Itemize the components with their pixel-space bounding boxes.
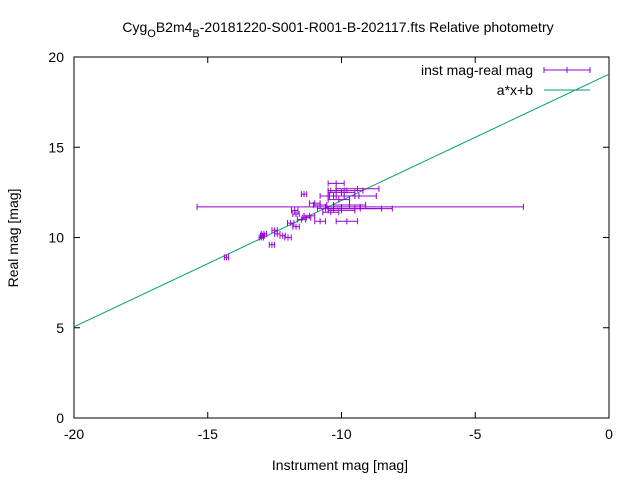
y-tick-label: 0 [56,410,64,426]
data-point [259,232,266,239]
data-point [290,207,299,214]
legend: inst mag-real mag a*x+b [421,62,591,98]
title-prefix: Cyg [122,19,147,35]
data-point [292,211,300,218]
data-point [268,241,276,248]
chart-title: CygOB2m4B-20181220-S001-R001-B-202117.ft… [122,19,553,40]
x-axis-label: Instrument mag [mag] [272,457,408,473]
data-point [314,218,326,225]
title-suffix: -20181220-S001-R001-B-202117.fts Relativ… [200,19,554,35]
legend-label-fit: a*x+b [497,82,533,98]
x-tick-label: -20 [64,426,84,442]
data-point [196,203,524,210]
title-middle: B2m4 [156,19,193,35]
y-axis-label: Real mag [mag] [5,189,21,288]
data-point [303,212,316,219]
x-tick-label: -15 [198,426,218,442]
data-point [300,191,308,198]
y-tick-label: 5 [56,320,64,336]
x-tick-label: -10 [331,426,351,442]
data-point [335,185,380,192]
y-tick-label: 10 [48,230,64,246]
legend-label-points: inst mag-real mag [421,62,533,78]
data-point [223,254,230,261]
data-point [286,220,295,227]
data-point [292,223,300,230]
data-point [327,180,345,187]
data-point [284,234,292,241]
fit-line-layer [73,73,610,328]
y-tick-label: 20 [48,49,64,65]
data-point [332,192,377,199]
x-tick-label: 0 [605,426,613,442]
x-tick-label: -5 [469,426,482,442]
title-subscript-1: O [147,28,156,40]
plot-area-frame [73,56,610,419]
fit-line [73,73,610,328]
data-point [335,218,359,225]
data-points-layer [196,180,524,261]
title-subscript-2: B [192,28,199,40]
legend-sample-points [543,67,591,73]
y-tick-label: 15 [48,139,64,155]
axis-ticks: -20 -15 -10 -5 0 0 5 10 15 20 [48,49,613,442]
data-point [327,196,351,203]
